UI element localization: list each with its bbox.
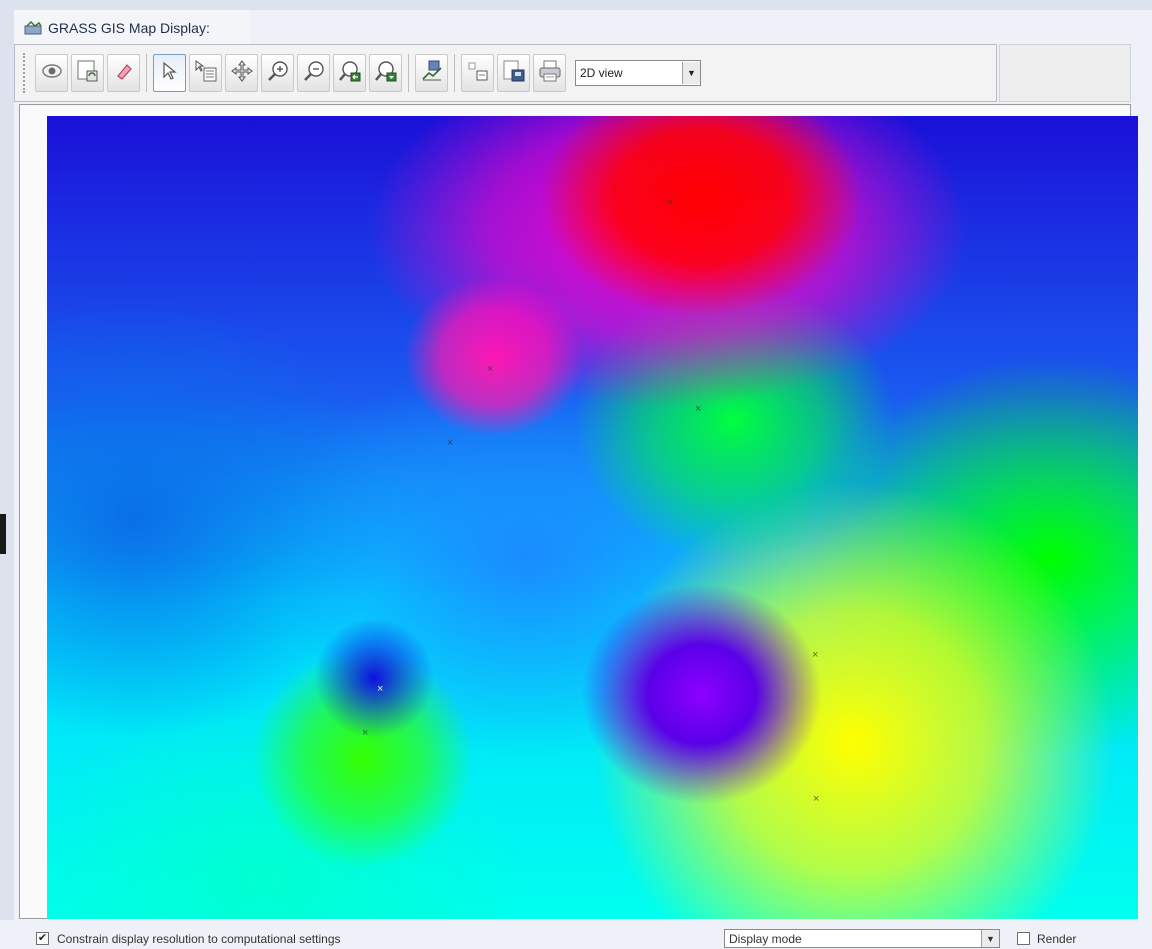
sample-point-marker: × (362, 727, 369, 739)
pan-button[interactable] (225, 54, 258, 92)
zoom-out-icon (302, 59, 326, 88)
sample-point-marker: × (695, 403, 702, 415)
save-icon (502, 59, 526, 88)
toolbar-empty-area (999, 44, 1131, 102)
sample-point-marker: × (813, 793, 820, 805)
constrain-resolution-label: Constrain display resolution to computat… (57, 932, 341, 946)
display-mode-value: Display mode (729, 931, 802, 946)
render-label: Render (1037, 932, 1077, 946)
zoom-menu-button[interactable] (369, 54, 402, 92)
zoom-out-button[interactable] (297, 54, 330, 92)
sample-point-marker: × (447, 437, 454, 449)
print-icon (538, 59, 562, 88)
render-checkbox[interactable] (1017, 932, 1030, 945)
display-map-button[interactable] (35, 54, 68, 92)
zoom-back-icon (338, 59, 362, 88)
map-canvas[interactable]: × × × × × × × × (47, 116, 1138, 919)
view-mode-value: 2D view (580, 66, 623, 80)
zoom-menu-icon (374, 59, 398, 88)
display-mode-select[interactable]: Display mode ▼ (724, 929, 1000, 948)
toolbar-separator (408, 54, 409, 92)
eraser-icon (113, 60, 135, 87)
constrain-resolution-checkbox[interactable]: ✔ (36, 932, 49, 945)
sample-point-marker: × (667, 197, 674, 209)
map-toolbar: 2D view ▼ (14, 44, 997, 102)
pointer-icon (159, 60, 181, 87)
query-button[interactable] (189, 54, 222, 92)
toolbar-separator (454, 54, 455, 92)
overlay-icon (466, 59, 490, 88)
chevron-down-icon[interactable]: ▼ (981, 930, 999, 947)
print-button[interactable] (533, 54, 566, 92)
save-button[interactable] (497, 54, 530, 92)
sample-point-marker: × (812, 649, 819, 661)
zoom-back-button[interactable] (333, 54, 366, 92)
render-map-icon (76, 59, 100, 88)
grass-app-icon (24, 21, 44, 35)
zoom-in-button[interactable] (261, 54, 294, 92)
chevron-down-icon[interactable]: ▼ (682, 62, 700, 84)
toolbar-separator (146, 54, 147, 92)
render-map-button[interactable] (71, 54, 104, 92)
sample-point-marker: × (377, 683, 384, 695)
erase-display-button[interactable] (107, 54, 140, 92)
overlay-button[interactable] (461, 54, 494, 92)
pan-icon (230, 59, 254, 88)
analyze-button[interactable] (415, 54, 448, 92)
view-mode-select[interactable]: 2D view ▼ (575, 60, 701, 86)
title-bar: GRASS GIS Map Display: (14, 10, 250, 47)
analyze-icon (420, 59, 444, 88)
query-icon (194, 59, 218, 88)
screen-edge-marker (0, 514, 6, 554)
sample-point-marker: × (487, 363, 494, 375)
toolbar-grip[interactable] (23, 53, 29, 93)
eye-icon (41, 60, 63, 87)
window-title: GRASS GIS Map Display: (48, 20, 210, 36)
pointer-button[interactable] (153, 54, 186, 92)
zoom-in-icon (266, 59, 290, 88)
